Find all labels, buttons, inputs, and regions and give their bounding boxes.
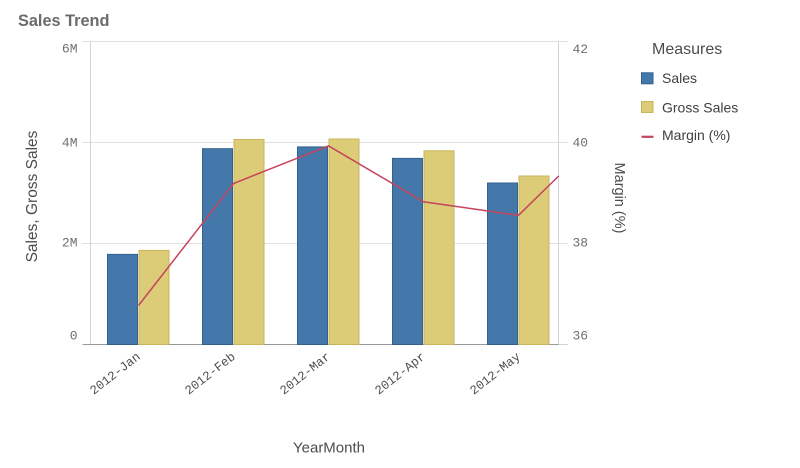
- svg-text:Sales, Gross Sales: Sales, Gross Sales: [24, 130, 41, 262]
- svg-text:YearMonth: YearMonth: [293, 439, 365, 456]
- svg-text:36: 36: [573, 329, 589, 344]
- svg-text:0: 0: [70, 329, 78, 344]
- svg-text:4M: 4M: [62, 136, 78, 151]
- svg-text:Measures: Measures: [652, 41, 722, 58]
- svg-text:Margin (%): Margin (%): [611, 163, 627, 234]
- svg-text:2M: 2M: [62, 236, 78, 251]
- svg-text:42: 42: [573, 42, 589, 57]
- svg-text:Gross Sales: Gross Sales: [662, 100, 738, 116]
- svg-text:Margin (%): Margin (%): [662, 127, 730, 143]
- svg-text:38: 38: [573, 236, 589, 251]
- svg-text:Sales: Sales: [662, 70, 697, 86]
- svg-text:6M: 6M: [62, 42, 78, 57]
- svg-text:40: 40: [573, 136, 589, 151]
- svg-text:Sales Trend: Sales Trend: [18, 12, 109, 30]
